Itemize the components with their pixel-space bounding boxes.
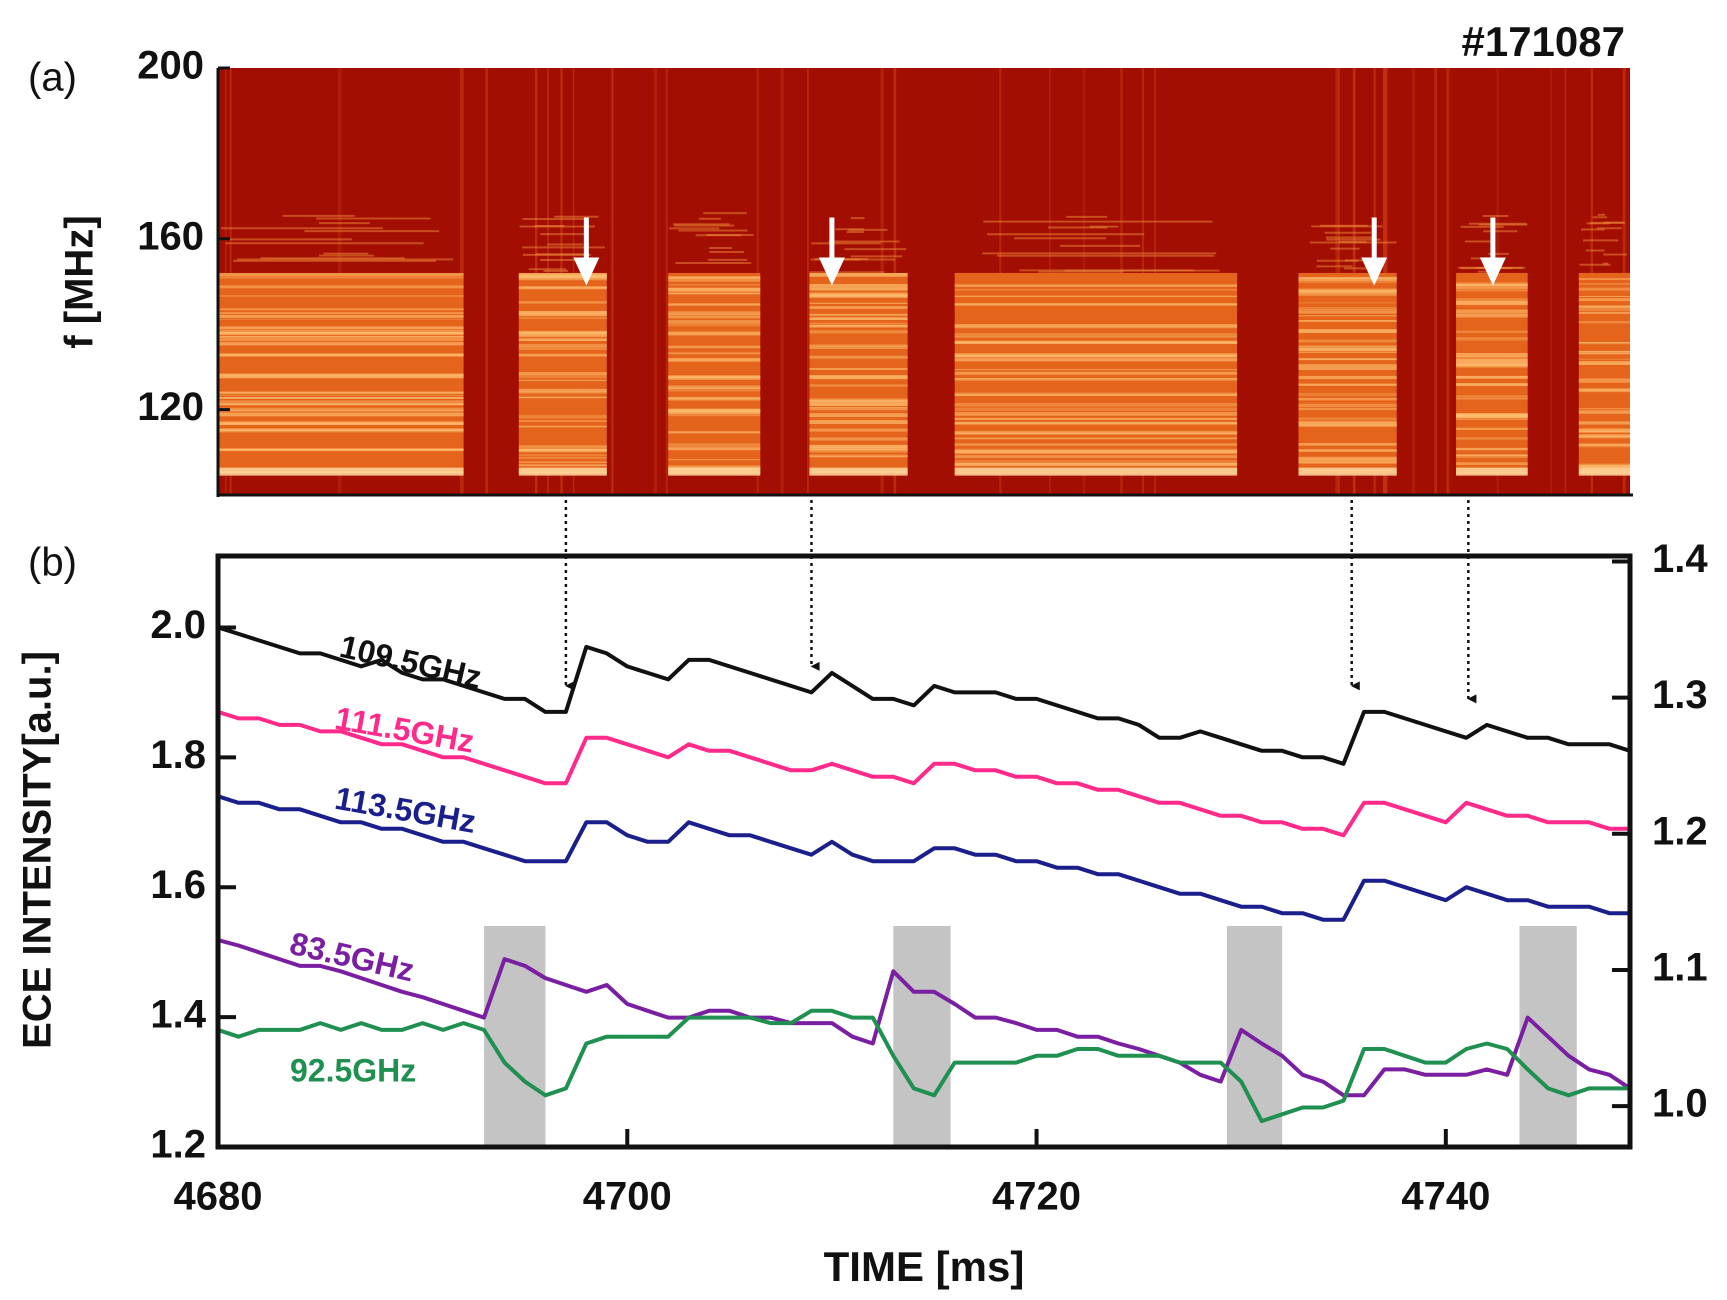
y-tick-label: 160 [137, 214, 204, 258]
burst [1298, 272, 1397, 474]
texture-band [218, 467, 464, 476]
y-axis-title: ECE INTENSITY[a.u.] [16, 651, 60, 1049]
texture-band [809, 467, 908, 476]
y-tick-label: 1.6 [150, 863, 206, 907]
texture-band [1456, 467, 1528, 476]
arrow-head [573, 257, 600, 286]
y-tick-label: 1.4 [150, 993, 206, 1037]
y-tick-label: 1.2 [150, 1123, 206, 1167]
burst [218, 272, 464, 474]
y-tick-label: 2.0 [150, 603, 206, 647]
shot-number: #171087 [1461, 18, 1625, 65]
x-tick-label: 4700 [583, 1175, 672, 1219]
x-axis-title: TIME [ms] [824, 1243, 1025, 1290]
burst [668, 272, 761, 474]
burst [1578, 272, 1630, 474]
burst [1456, 272, 1528, 474]
y-tick-label: 200 [137, 44, 204, 88]
y2-tick-label: 1.1 [1652, 946, 1708, 990]
series-line [218, 709, 1630, 838]
series-label: 111.5GHz [332, 700, 477, 760]
arrow-head [1479, 257, 1506, 286]
texture-band [1578, 467, 1630, 476]
panel-label: (a) [28, 56, 77, 100]
arrow-head [818, 257, 845, 286]
y-tick-label: 1.8 [150, 733, 206, 777]
texture-band [668, 467, 761, 476]
texture-band [518, 467, 607, 476]
x-tick-label: 4720 [992, 1175, 1081, 1219]
series-line [218, 625, 1630, 766]
y2-tick-label: 1.2 [1652, 809, 1708, 853]
x-tick-label: 4740 [1401, 1175, 1490, 1219]
arrow-head [1361, 257, 1388, 286]
x-tick-label: 4680 [174, 1175, 263, 1219]
series-label: 109.5GHz [337, 628, 485, 695]
panel-label: (b) [28, 541, 77, 585]
y2-tick-label: 1.3 [1652, 673, 1708, 717]
series-line [218, 1008, 1630, 1124]
frame [215, 553, 1633, 1150]
series-label: 83.5GHz [287, 925, 418, 988]
shaded-span [893, 926, 951, 1147]
y2-tick-label: 1.0 [1652, 1082, 1708, 1126]
texture-band [1298, 467, 1397, 476]
series-line [218, 938, 1630, 1098]
series-label: 92.5GHz [290, 1052, 416, 1088]
y2-tick-label: 1.4 [1652, 537, 1708, 581]
shaded-span [484, 926, 546, 1147]
plot-area [218, 625, 1630, 1147]
y-axis-title: f [MHz] [58, 215, 102, 348]
texture-band [954, 467, 1238, 476]
spectrogram [218, 68, 1630, 495]
series-line [218, 794, 1630, 922]
y-tick-label: 120 [137, 385, 204, 429]
